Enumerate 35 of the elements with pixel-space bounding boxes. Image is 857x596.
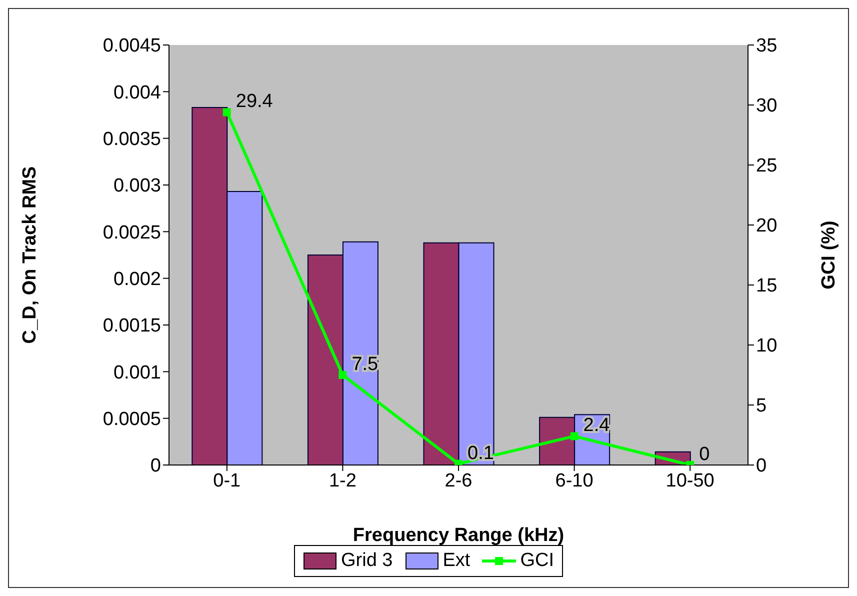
point — [222, 108, 231, 116]
legend-label: Ext — [442, 550, 470, 572]
y2-tick-label: 10 — [756, 336, 778, 357]
y2-tick-label: 25 — [756, 156, 778, 177]
y-tick-label: 0.0045 — [102, 36, 161, 57]
y-tick-label: 0.002 — [113, 269, 161, 290]
point — [338, 371, 347, 379]
y-tick-label: 0.001 — [113, 362, 161, 384]
x-tick-label: 10-50 — [666, 470, 714, 492]
data-label: 7.5 — [352, 354, 378, 375]
x-tick-label: 6-10 — [555, 470, 594, 492]
y2-axis-title: GCI (%) — [818, 220, 840, 290]
y-tick-label: 0 — [150, 456, 161, 477]
y2-tick-label: 15 — [756, 276, 778, 297]
data-label: 0 — [699, 444, 710, 465]
y2-tick-label: 5 — [756, 396, 767, 417]
point — [570, 432, 578, 440]
x-tick-label: 0-1 — [213, 470, 241, 492]
y2-tick-label: 30 — [756, 96, 778, 117]
y2-tick-label: 0 — [756, 456, 767, 477]
y-tick-label: 0.003 — [113, 176, 161, 197]
y-tick-label: 0.0035 — [102, 129, 161, 150]
x-tick-label: 1-2 — [328, 470, 356, 492]
y-tick-label: 0.0025 — [102, 222, 161, 244]
y-axis-title: C_D, On Track RMS — [20, 166, 41, 344]
x-tick-label: 2-6 — [444, 470, 472, 492]
y-tick-label: 0.004 — [113, 82, 162, 104]
y2-tick-label: 20 — [756, 216, 778, 237]
legend-label: GCI — [520, 550, 554, 572]
data-label: 29.4 — [236, 91, 274, 112]
legend-label: Grid 3 — [341, 550, 393, 572]
y-tick-label: 0.0015 — [102, 316, 161, 337]
y-tick-label: 0.0005 — [102, 409, 161, 430]
x-axis-title: Frequency Range (kHz) — [352, 525, 564, 546]
y2-tick-label: 35 — [756, 36, 778, 57]
